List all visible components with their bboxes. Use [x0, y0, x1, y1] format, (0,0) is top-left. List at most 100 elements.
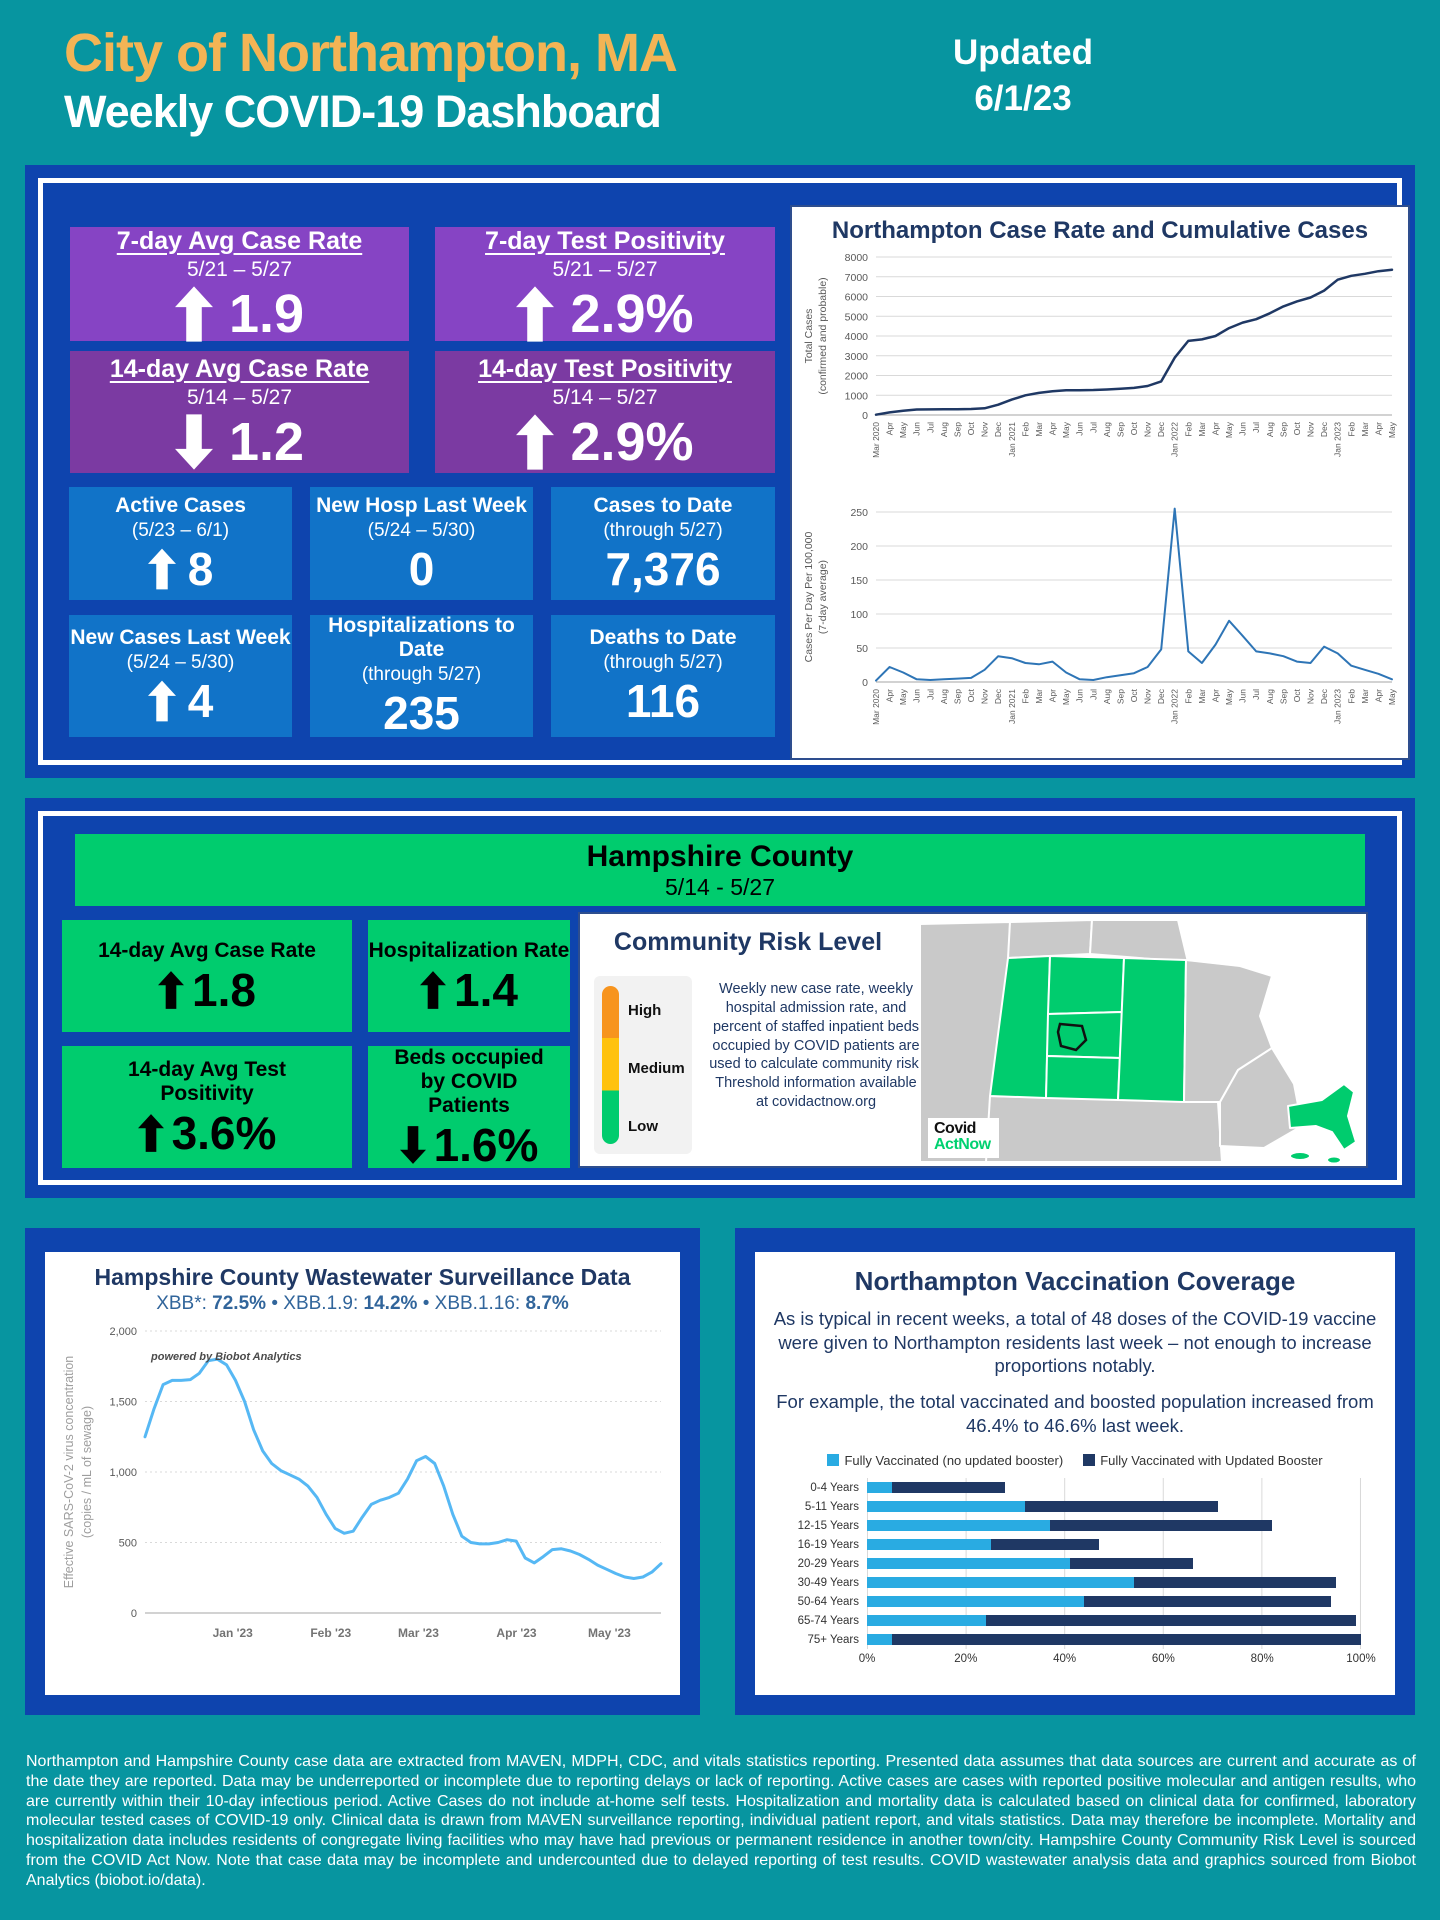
stat-card-14day-case-rate: 14-day Avg Case Rate 5/14 – 5/27 1.2: [70, 351, 409, 473]
svg-text:Mar: Mar: [1034, 689, 1044, 704]
updated-date: 6/1/23: [974, 78, 1072, 118]
card-title: Deaths to Date: [589, 626, 737, 650]
svg-text:Apr: Apr: [1210, 422, 1220, 435]
vaccination-panel: Northampton Vaccination Coverage As is t…: [735, 1228, 1415, 1715]
vaccination-rows: 0-4 Years 5-11 Years 12-15 Years 16-19 Year…: [798, 1478, 1361, 1649]
vax-bar-row: 16-19 Years: [798, 1535, 1361, 1554]
card-period: (5/24 – 5/30): [367, 519, 476, 541]
vax-category-label: 50-64 Years: [797, 1595, 859, 1608]
legend-item-no-booster: Fully Vaccinated (no updated booster): [827, 1453, 1063, 1468]
card-title: Hospitalizations to Date: [328, 614, 515, 662]
vax-bar-segment: [867, 1634, 892, 1646]
svg-text:Dec: Dec: [1156, 421, 1166, 437]
svg-text:150: 150: [850, 575, 868, 587]
card-title: 7-day Test Positivity: [485, 226, 725, 255]
svg-text:Nov: Nov: [1306, 421, 1316, 437]
svg-text:Mar: Mar: [1360, 422, 1370, 437]
svg-text:Apr: Apr: [1373, 422, 1383, 435]
svg-text:Aug: Aug: [1265, 689, 1275, 704]
risk-label-low: Low: [628, 1118, 658, 1135]
svg-text:Apr: Apr: [885, 422, 895, 435]
svg-text:Jun: Jun: [1075, 689, 1085, 703]
svg-text:Aug: Aug: [1102, 689, 1112, 704]
svg-text:Feb: Feb: [1020, 422, 1030, 437]
stat-card-14day-positivity: 14-day Test Positivity 5/14 – 5/27 2.9%: [435, 351, 775, 473]
vax-bar-row: 75+ Years: [808, 1630, 1361, 1649]
svg-text:Jan 2022: Jan 2022: [1170, 422, 1180, 457]
covid-act-now-logo: Covid ActNow: [928, 1118, 999, 1158]
svg-text:(copies / mL of sewage): (copies / mL of sewage): [80, 1406, 94, 1538]
updated-label: Updated: [953, 33, 1093, 72]
svg-text:0: 0: [862, 410, 868, 422]
svg-text:Nov: Nov: [1143, 421, 1153, 437]
svg-text:1000: 1000: [845, 390, 869, 402]
massachusetts-map: [919, 919, 1362, 1165]
card-period: 5/14 – 5/27: [186, 385, 293, 409]
svg-text:Mar: Mar: [1360, 689, 1370, 704]
card-title: Beds occupied by COVID Patients: [394, 1045, 544, 1118]
vax-bar-track: [867, 1539, 1361, 1551]
vax-bar-segment: [867, 1596, 1085, 1608]
map-marthas-vineyard: [1289, 1151, 1311, 1161]
svg-text:Mar '23: Mar '23: [398, 1626, 439, 1640]
chart-title: Northampton Case Rate and Cumulative Cas…: [831, 217, 1369, 244]
trend-up-icon: [137, 1113, 164, 1153]
svg-text:2,000: 2,000: [109, 1326, 137, 1338]
card-value: 1.4: [454, 964, 518, 1017]
svg-text:Jan '23: Jan '23: [213, 1626, 254, 1640]
svg-text:Sep: Sep: [952, 689, 962, 704]
svg-text:Feb '23: Feb '23: [310, 1626, 351, 1640]
card-title: Hospitalization Rate: [368, 938, 570, 962]
svg-text:Sep: Sep: [1278, 422, 1288, 437]
vax-category-label: 75+ Years: [807, 1633, 859, 1646]
trend-up-icon: [516, 285, 555, 342]
vaccination-paragraph-1: As is typical in recent weeks, a total o…: [773, 1308, 1377, 1377]
vax-bar-segment: [867, 1501, 1026, 1513]
svg-text:Oct: Oct: [1292, 688, 1302, 702]
vax-bar-segment: [867, 1615, 986, 1627]
svg-text:Feb: Feb: [1346, 422, 1356, 437]
page-header: City of Northampton, MA Weekly COVID-19 …: [0, 0, 1440, 165]
card-title: 14-day Test Positivity: [478, 354, 732, 383]
svg-text:Apr '23: Apr '23: [496, 1626, 537, 1640]
svg-text:Jan 2022: Jan 2022: [1170, 689, 1180, 724]
card-value: 4: [187, 675, 214, 728]
vax-bar-row: 50-64 Years: [798, 1592, 1361, 1611]
svg-text:Jul: Jul: [1251, 689, 1261, 700]
svg-text:5000: 5000: [845, 311, 869, 323]
vax-bar-row: 0-4 Years: [810, 1478, 1361, 1497]
svg-text:Apr: Apr: [1048, 422, 1058, 435]
vax-bar-track: [867, 1634, 1361, 1646]
svg-text:Jun: Jun: [1075, 422, 1085, 436]
vax-bar-segment: [867, 1558, 1070, 1570]
svg-text:Feb: Feb: [1020, 689, 1030, 704]
vax-category-label: 20-29 Years: [797, 1557, 859, 1570]
vax-bar-row: 12-15 Years: [798, 1516, 1361, 1535]
svg-text:Apr: Apr: [885, 689, 895, 702]
legend-label: Fully Vaccinated with Updated Booster: [1100, 1453, 1323, 1469]
svg-text:100: 100: [850, 609, 868, 621]
trend-up-icon: [420, 970, 447, 1010]
risk-scale-icon: [602, 986, 619, 1144]
case-rate-chart-box: Northampton Case Rate and Cumulative Cas…: [790, 205, 1410, 760]
svg-text:Dec: Dec: [993, 421, 1003, 437]
svg-text:7000: 7000: [845, 272, 869, 284]
hampshire-county-panel: Hampshire County 5/14 - 5/27 14-day Avg …: [25, 798, 1415, 1198]
vax-category-label: 5-11 Years: [804, 1500, 859, 1513]
footnotes: Northampton and Hampshire County case da…: [26, 1753, 1416, 1889]
svg-text:Sep: Sep: [1115, 689, 1125, 704]
cumulative-cases-chart: 0 1000 2000 3000 4000 5000 6000 7000 8000 Mar 202…: [800, 245, 1400, 502]
hampshire-title: Hampshire County: [586, 839, 854, 873]
map-hampden: [1045, 1055, 1121, 1101]
svg-text:6000: 6000: [845, 292, 869, 304]
card-value: 1.8: [192, 964, 256, 1017]
svg-text:Aug: Aug: [1102, 422, 1112, 437]
svg-text:Dec: Dec: [1319, 688, 1329, 704]
vax-category-label: 30-49 Years: [797, 1576, 859, 1589]
stat-card-cases-to-date: Cases to Date (through 5/27) 7,376: [551, 487, 775, 600]
svg-text:Mar: Mar: [1197, 689, 1207, 704]
wastewater-variants: XBB*: 72.5% • XBB.1.9: 14.2% • XBB.1.16:…: [156, 1293, 569, 1314]
wastewater-title: Hampshire County Wastewater Surveillance…: [94, 1264, 631, 1290]
vax-bar-segment: [1084, 1596, 1332, 1608]
svg-text:Sep: Sep: [1278, 689, 1288, 704]
